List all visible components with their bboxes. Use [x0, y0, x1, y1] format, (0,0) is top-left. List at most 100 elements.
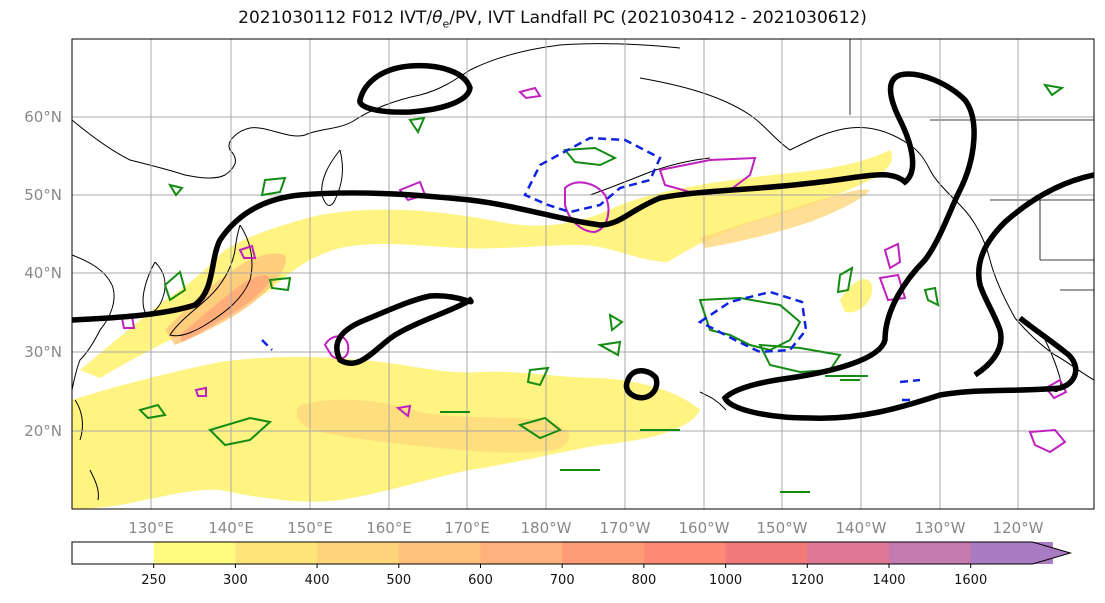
title-prefix: 2021030112 F012 IVT/ [238, 8, 433, 28]
lon-label-140w: 140°W [836, 519, 887, 537]
black-contour-east [973, 172, 1094, 378]
country-borders [849, 39, 1094, 291]
black-contour-mid-pacific [334, 293, 474, 366]
green-contour [208, 416, 273, 447]
coastline-japan [169, 224, 253, 337]
coastline-philippines [74, 399, 99, 501]
green-contour [562, 146, 618, 167]
lon-label-150e: 150°E [287, 519, 333, 537]
ivt-patch-east [840, 278, 873, 313]
lon-label-130w: 130°W [915, 519, 966, 537]
title-suffix: /PV, IVT Landfall PC (2021030412 - 20210… [449, 8, 867, 28]
colorbar-extend-arrow [970, 542, 1071, 564]
lon-label-170e: 170°E [444, 519, 490, 537]
lat-label-30n: 30°N [24, 343, 62, 361]
green-contour [923, 286, 940, 307]
lon-label-160e: 160°E [366, 519, 412, 537]
lat-label-40n: 40°N [24, 264, 62, 282]
magenta-contour [658, 156, 757, 194]
colorbar-outline [71, 541, 1073, 565]
colorbar-segment [562, 542, 645, 564]
green-contour [596, 340, 622, 357]
colorbar-segment [317, 542, 400, 564]
colorbar-tick-label: 300 [223, 573, 248, 588]
longitude-labels: 130°E 140°E 150°E 160°E 170°E 180°W 170°… [128, 519, 1043, 537]
coastline-aleutians [589, 157, 711, 196]
colorbar-segment [398, 542, 481, 564]
graticule [72, 39, 1094, 509]
colorbar-tick-label: 700 [550, 573, 575, 588]
ivt-core-japan-inner [180, 275, 270, 342]
colorbar-tick-label: 250 [141, 573, 166, 588]
coastline-china [72, 254, 115, 391]
green-contour [163, 270, 187, 302]
lon-label-120w: 120°W [993, 519, 1044, 537]
map-panel [72, 39, 1094, 509]
green-contour [440, 375, 868, 493]
colorbar-tick-label: 1000 [709, 573, 742, 588]
magenta-contour [1044, 378, 1068, 400]
blue-contour [261, 339, 921, 402]
lat-label-60n: 60°N [24, 108, 62, 126]
green-contour [260, 176, 287, 197]
lon-label-170w: 170°W [600, 519, 651, 537]
colorbar-tick-label: 1200 [791, 573, 824, 588]
colorbar [71, 541, 1073, 565]
green-contour [138, 403, 167, 420]
green-contour [167, 183, 184, 197]
colorbar-segment [725, 542, 808, 564]
map-frame [71, 38, 1095, 510]
title-theta: θ [432, 8, 443, 28]
colorbar-tick-label: 800 [631, 573, 656, 588]
magenta-contour [238, 244, 257, 259]
plot-title: 2021030112 F012 IVT/θe/PV, IVT Landfall … [0, 8, 1105, 30]
coastline-asia [72, 43, 681, 179]
blue-contour [523, 136, 662, 214]
magenta-contour [883, 242, 902, 270]
colorbar-ticks: 250 300 400 500 600 700 800 1000 1200 1400 1600 [141, 564, 987, 588]
colorbar-segment [72, 542, 155, 564]
green-contour [408, 116, 426, 135]
ivt-core-central [700, 189, 870, 248]
colorbar-segment [807, 542, 890, 564]
colorbar-segment [235, 542, 318, 564]
colorbar-tick-label: 600 [468, 573, 493, 588]
green-contour [836, 266, 854, 294]
coastline-baja [1039, 329, 1061, 393]
lon-label-150w: 150°W [757, 519, 808, 537]
colorbar-segment [480, 542, 563, 564]
magenta-contour [878, 273, 907, 302]
colorbar-segment [153, 542, 236, 564]
black-contours [72, 62, 1094, 421]
magenta-contour [1028, 428, 1067, 454]
latitude-labels: 60°N 50°N 40°N 30°N 20°N [24, 108, 62, 440]
lon-label-160w: 160°W [679, 519, 730, 537]
green-contour [526, 366, 550, 387]
ivt-core-south [296, 399, 570, 453]
green-contour [1042, 83, 1065, 97]
green-contour [608, 313, 624, 332]
coastline-kamchatka [321, 149, 343, 206]
green-contour [268, 276, 292, 292]
title-theta-subscript: e [442, 17, 450, 31]
colorbar-segment [643, 542, 727, 564]
colorbar-tick-label: 500 [386, 573, 411, 588]
black-contour-siberia [357, 62, 473, 115]
ivt-filled-contours [72, 150, 892, 509]
lon-label-180w: 180°W [521, 519, 572, 537]
green-contour [517, 416, 562, 440]
coastline-hawaii [699, 391, 727, 411]
magenta-contour [194, 386, 207, 397]
blue-contour [697, 290, 808, 354]
colorbar-tick-label: 1600 [954, 573, 987, 588]
colorbar-segment [889, 542, 972, 564]
black-contour-small-loop [623, 368, 660, 401]
lat-label-20n: 20°N [24, 422, 62, 440]
black-contour-main [72, 71, 1079, 421]
lon-label-140e: 140°E [208, 519, 254, 537]
magenta-contour [395, 404, 412, 418]
lat-label-50n: 50°N [24, 186, 62, 204]
colorbar-tick-label: 400 [305, 573, 330, 588]
ivt-plume-northern [80, 150, 892, 378]
